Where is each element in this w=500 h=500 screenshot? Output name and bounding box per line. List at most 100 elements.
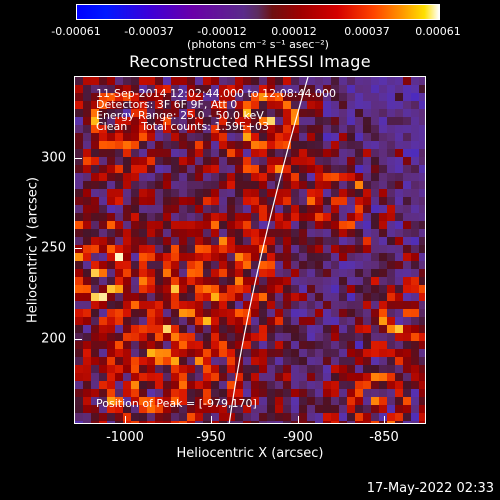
map-pixel [251, 373, 259, 381]
map-pixel [219, 309, 227, 317]
x-tick-mark [298, 416, 299, 423]
map-pixel [379, 133, 387, 141]
map-pixel [83, 421, 91, 423]
map-pixel [323, 389, 331, 397]
map-pixel [227, 101, 235, 109]
map-pixel [411, 157, 419, 165]
map-pixel [395, 165, 403, 173]
y-tick-label: 300 [41, 150, 66, 166]
map-pixel [411, 285, 419, 293]
map-pixel [275, 237, 283, 245]
map-pixel [243, 165, 251, 173]
map-pixel [387, 365, 395, 373]
map-pixel [267, 77, 275, 85]
map-pixel [331, 141, 339, 149]
map-pixel [355, 141, 363, 149]
map-pixel [411, 309, 419, 317]
map-pixel [83, 349, 91, 357]
map-pixel [115, 381, 123, 389]
map-pixel [195, 101, 203, 109]
map-pixel [363, 157, 371, 165]
map-pixel [283, 157, 291, 165]
map-pixel [155, 141, 163, 149]
map-pixel [187, 157, 195, 165]
map-pixel [291, 405, 299, 413]
map-pixel [163, 285, 171, 293]
map-pixel [363, 229, 371, 237]
map-pixel [379, 85, 387, 93]
map-pixel [259, 93, 267, 101]
map-pixel [395, 325, 403, 333]
map-pixel [259, 189, 267, 197]
map-pixel [227, 141, 235, 149]
map-pixel [315, 357, 323, 365]
map-pixel [219, 165, 227, 173]
map-pixel [363, 133, 371, 141]
map-pixel [163, 357, 171, 365]
map-pixel [203, 277, 211, 285]
map-pixel [243, 229, 251, 237]
map-pixel [371, 237, 379, 245]
map-pixel [83, 373, 91, 381]
map-pixel [395, 189, 403, 197]
map-pixel [123, 405, 131, 413]
map-pixel [243, 213, 251, 221]
map-pixel [187, 189, 195, 197]
map-pixel [131, 237, 139, 245]
map-pixel [179, 245, 187, 253]
map-pixel [147, 397, 155, 405]
map-pixel [307, 373, 315, 381]
map-pixel [403, 269, 411, 277]
map-pixel [131, 293, 139, 301]
map-pixel [379, 357, 387, 365]
map-pixel [235, 93, 243, 101]
map-pixel [131, 325, 139, 333]
map-pixel [339, 117, 347, 125]
map-pixel [155, 173, 163, 181]
map-pixel [235, 301, 243, 309]
map-pixel [299, 197, 307, 205]
map-pixel [419, 117, 425, 125]
map-pixel [75, 101, 83, 109]
map-pixel [291, 221, 299, 229]
map-pixel [411, 261, 419, 269]
map-pixel [211, 397, 219, 405]
map-pixel [299, 221, 307, 229]
map-pixel [163, 93, 171, 101]
map-pixel [275, 85, 283, 93]
map-pixel [227, 149, 235, 157]
map-pixel [227, 117, 235, 125]
map-pixel [299, 389, 307, 397]
map-pixel [299, 381, 307, 389]
map-pixel [163, 197, 171, 205]
map-pixel [75, 117, 83, 125]
map-pixel [275, 389, 283, 397]
map-pixel [107, 365, 115, 373]
map-pixel [307, 165, 315, 173]
map-pixel [403, 149, 411, 157]
map-pixel [147, 149, 155, 157]
map-pixel [307, 245, 315, 253]
map-pixel [235, 381, 243, 389]
map-pixel [379, 365, 387, 373]
map-pixel [371, 117, 379, 125]
map-pixel [355, 205, 363, 213]
map-pixel [147, 277, 155, 285]
map-pixel [147, 181, 155, 189]
map-pixel [187, 237, 195, 245]
map-pixel [379, 413, 387, 421]
map-pixel [331, 125, 339, 133]
map-pixel [107, 277, 115, 285]
map-pixel [179, 349, 187, 357]
map-pixel [187, 165, 195, 173]
map-pixel [259, 261, 267, 269]
map-pixel [91, 389, 99, 397]
map-pixel [211, 269, 219, 277]
map-pixel [227, 133, 235, 141]
map-pixel [299, 77, 307, 85]
map-pixel [251, 213, 259, 221]
map-pixel [371, 405, 379, 413]
map-pixel [275, 125, 283, 133]
map-pixel [99, 317, 107, 325]
map-pixel [323, 205, 331, 213]
